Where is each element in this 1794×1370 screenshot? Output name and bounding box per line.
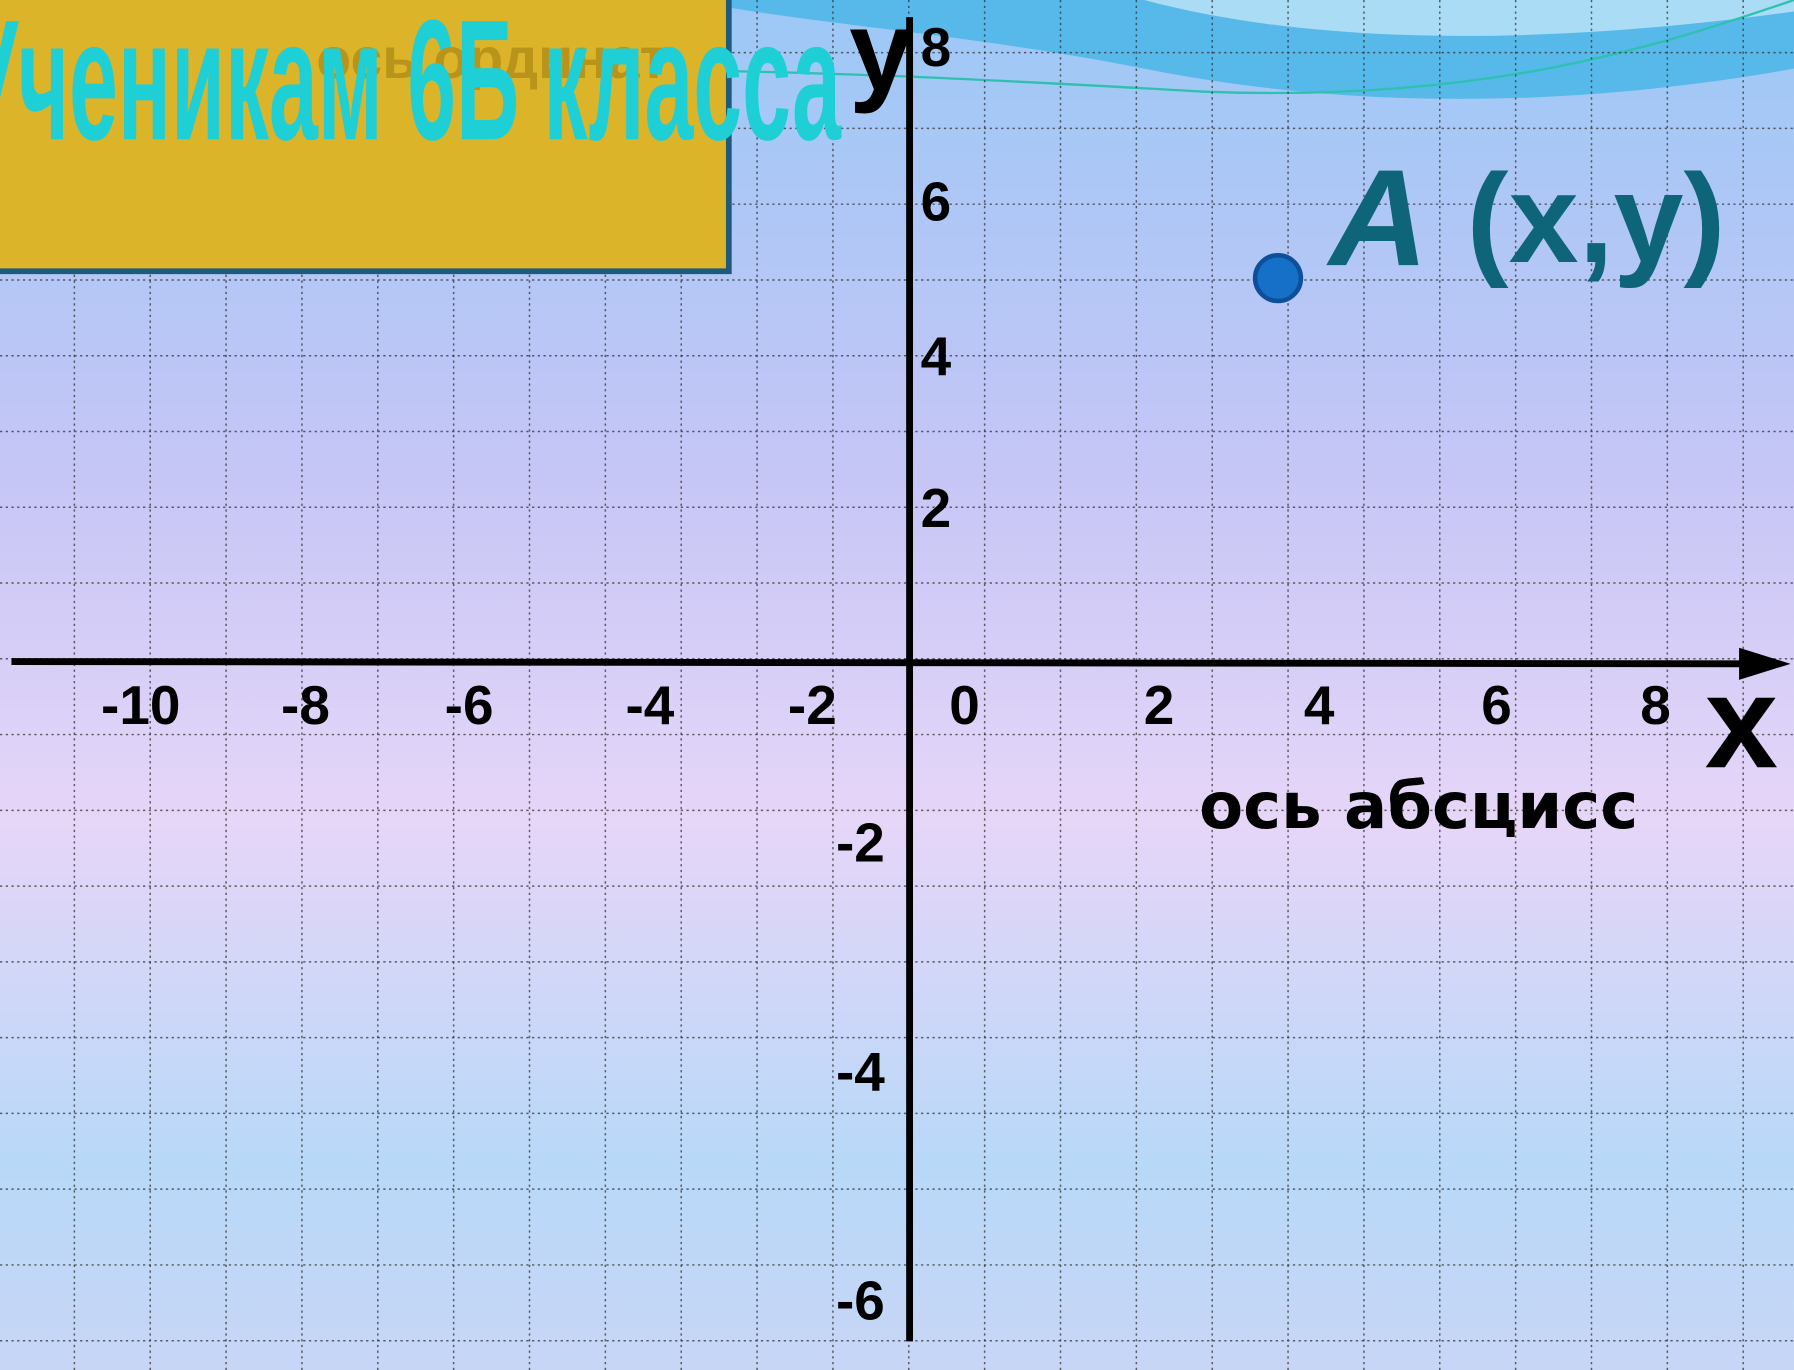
y-tick-label: 6 xyxy=(921,171,952,233)
x-tick-label: -10 xyxy=(101,674,180,736)
x-tick-label: 2 xyxy=(1144,674,1175,736)
x-tick-label: -6 xyxy=(445,674,494,736)
x-tick-label: 8 xyxy=(1640,674,1671,736)
x-tick-label: 4 xyxy=(1304,674,1335,736)
x-tick-label: -8 xyxy=(281,674,330,736)
wave-light xyxy=(1144,0,1794,36)
x-axis-caption: ось абсцисс xyxy=(1199,770,1638,844)
y-tick-label: 8 xyxy=(921,16,952,78)
slide-title: Ученикам 6Б класса xyxy=(0,0,842,176)
x-tick-label: -4 xyxy=(625,674,674,736)
y-tick-label: -6 xyxy=(836,1269,885,1331)
point-coords: (х,у) xyxy=(1467,148,1726,289)
y-tick-label: -4 xyxy=(836,1040,885,1102)
y-tick-label: 4 xyxy=(921,325,952,387)
x-axis-name: х xyxy=(1705,648,1778,795)
point-a xyxy=(1252,252,1304,304)
point-name: A xyxy=(1326,142,1428,295)
x-axis-arrow xyxy=(1739,647,1791,680)
y-tick-label: -2 xyxy=(836,811,885,873)
title-box xyxy=(0,0,732,275)
y-axis-name: у xyxy=(849,0,913,115)
x-tick-label: 0 xyxy=(949,674,980,736)
faded-label: ось ординат xyxy=(316,27,667,91)
y-tick-label: 2 xyxy=(921,477,952,539)
x-tick-label: -2 xyxy=(788,674,837,736)
x-tick-label: 6 xyxy=(1481,674,1512,736)
x-axis xyxy=(11,658,1751,668)
